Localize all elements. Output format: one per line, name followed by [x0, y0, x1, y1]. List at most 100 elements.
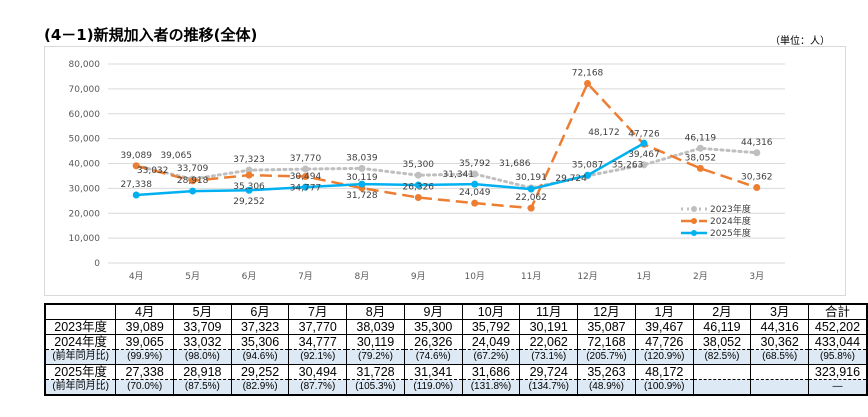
- data-label: 34,777: [290, 183, 322, 193]
- x-tick-label: 4月: [129, 271, 144, 282]
- data-point: [640, 161, 648, 169]
- data-label: 37,770: [290, 154, 322, 164]
- data-point: [414, 171, 422, 179]
- x-tick-label: 7月: [298, 271, 313, 282]
- data-point: [132, 191, 140, 199]
- table-cell: 6月: [230, 303, 290, 320]
- data-point: [245, 166, 253, 174]
- table-cell: [692, 364, 752, 380]
- x-tick-label: 6月: [242, 271, 257, 282]
- table-cell: 3月: [750, 303, 810, 320]
- table-cell: 30,362: [750, 334, 810, 350]
- data-point: [696, 144, 704, 152]
- x-tick-label: 1月: [637, 271, 652, 282]
- x-tick-label: 3月: [749, 271, 764, 282]
- table-row: 2023年度 39,089 33,709 37,323 37,770 38,039 35,3…: [44, 319, 868, 335]
- y-tick-label: 80,000: [69, 60, 101, 70]
- legend-label: 2025年度: [710, 227, 751, 239]
- data-label: 29,724: [555, 174, 587, 184]
- table-cell: 30,494: [288, 364, 348, 380]
- data-point: [471, 180, 479, 188]
- data-point: [696, 164, 704, 172]
- table-cell: (82.9%): [230, 379, 290, 396]
- table-cell: 27,338: [115, 364, 175, 380]
- x-tick-label: 2月: [693, 271, 708, 282]
- table-cell: (95.8%): [808, 349, 868, 365]
- x-tick-label: 9月: [411, 271, 426, 282]
- data-label: 37,323: [233, 155, 265, 165]
- table-row: 2025年度 27,338 28,918 29,252 30,494 31,728 31,3…: [44, 364, 868, 380]
- table-cell: 2月: [692, 303, 752, 320]
- data-label: 35,263: [612, 160, 644, 170]
- series-line-2024年度: [135, 81, 758, 210]
- table-header-row: 4月 5月 6月 7月 8月 9月 10月 11月 12月 1月 2月 3月 合計: [44, 303, 868, 320]
- table-cell: (48.9%): [577, 379, 636, 396]
- table-cell: 9月: [403, 303, 463, 320]
- data-label: 35,792: [459, 159, 491, 169]
- line-chart: 0 10,000 20,000 30,000 40,000 50,000 60,000 70,…: [69, 60, 785, 282]
- table-cell: (131.8%): [461, 379, 521, 396]
- table-cell: 37,323: [230, 319, 290, 335]
- table-row: (前年同月比) (99.9%) (98.0%) (94.6%) (92.1%) (79.2…: [44, 349, 868, 365]
- table-cell: 48,172: [634, 364, 694, 380]
- table-cell: 35,792: [461, 319, 521, 335]
- table-cell: 39,089: [115, 319, 175, 335]
- table-cell: 38,052: [692, 334, 752, 350]
- row-label: (前年同月比): [44, 379, 117, 396]
- table-cell: 433,044: [808, 334, 868, 350]
- table-cell: 34,777: [288, 334, 348, 350]
- table-cell: (134.7%): [519, 379, 579, 396]
- table-cell: (99.9%): [115, 349, 175, 365]
- table-cell: (82.5%): [692, 349, 752, 365]
- table-cell: (73.1%): [519, 349, 579, 365]
- chart-area: 0 10,000 20,000 30,000 40,000 50,000 60,000 70,…: [44, 46, 846, 296]
- table-cell: (98.0%): [173, 349, 232, 365]
- table-cell: 28,918: [173, 364, 232, 380]
- table-cell: 35,087: [577, 319, 636, 335]
- data-point: [245, 171, 253, 179]
- y-tick-label: 20,000: [69, 209, 101, 219]
- table-cell: (87.7%): [288, 379, 348, 396]
- y-tick-label: 70,000: [69, 85, 101, 95]
- table-cell: 30,119: [346, 334, 405, 350]
- data-label: 35,306: [233, 182, 265, 192]
- data-point: [245, 186, 253, 194]
- row-label: (前年同月比): [44, 349, 117, 365]
- data-point: [527, 204, 535, 212]
- data-label: 30,362: [741, 172, 773, 182]
- data-point: [414, 194, 422, 202]
- data-label: 27,338: [120, 180, 152, 190]
- data-label: 30,119: [346, 173, 378, 183]
- table-cell: (119.0%): [403, 379, 463, 396]
- table-row: (前年同月比) (70.0%) (87.5%) (82.9%) (87.7%) (105.…: [44, 379, 868, 396]
- legend-marker: [691, 218, 697, 224]
- data-label: 39,467: [628, 150, 660, 160]
- table-cell: 7月: [288, 303, 348, 320]
- series-line-2025年度: [136, 142, 645, 197]
- unit-label: （単位：人）: [770, 36, 830, 47]
- data-label: 38,039: [346, 153, 378, 163]
- table-cell: 46,119: [692, 319, 752, 335]
- table-cell: 33,709: [173, 319, 232, 335]
- table-cell: 39,467: [634, 319, 694, 335]
- data-table: 4月 5月 6月 7月 8月 9月 10月 11月 12月 1月 2月 3月 合計 2023年度 39,08…: [44, 303, 868, 396]
- table-cell: (100.9%): [634, 379, 694, 396]
- table-cell: 22,062: [519, 334, 579, 350]
- table-cell: [750, 364, 810, 380]
- x-tick-label: 12月: [577, 271, 597, 282]
- data-label: 38,052: [685, 153, 717, 163]
- table-cell: (94.6%): [230, 349, 290, 365]
- data-label: 26,326: [403, 183, 435, 193]
- data-point: [471, 170, 479, 178]
- table-cell: (74.6%): [403, 349, 463, 365]
- data-label: 48,172: [588, 128, 620, 138]
- table-row: 2024年度 39,065 33,032 35,306 34,777 30,119 26,3…: [44, 334, 868, 350]
- data-label: 39,065: [160, 151, 192, 161]
- x-tick-label: 10月: [464, 271, 484, 282]
- data-point: [640, 139, 648, 147]
- table-cell: 29,724: [519, 364, 579, 380]
- data-label: 31,686: [499, 159, 531, 169]
- table-cell: (92.1%): [288, 349, 348, 365]
- data-label: 22,062: [515, 193, 547, 203]
- data-point: [301, 183, 309, 191]
